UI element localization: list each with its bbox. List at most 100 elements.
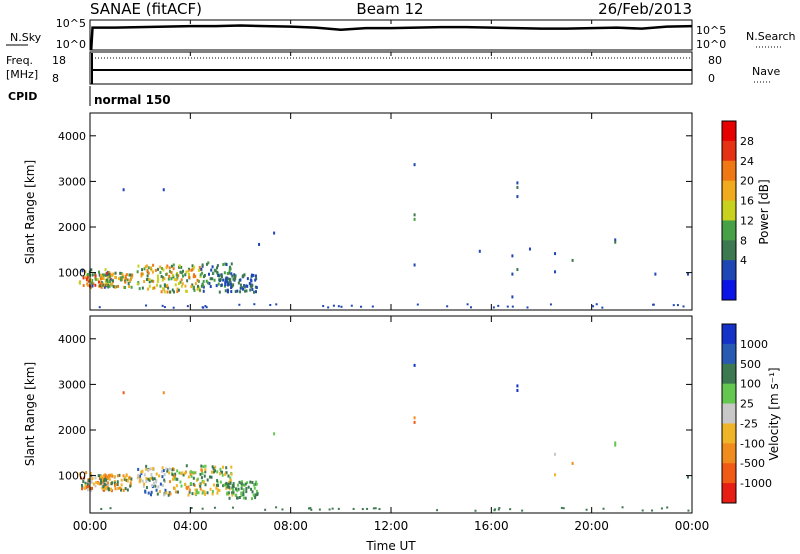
- power-cell: [124, 286, 127, 290]
- power-cell: [258, 242, 261, 246]
- power-cell: [192, 275, 195, 279]
- power-cell: [413, 163, 416, 167]
- power-colorbar-frame: [721, 120, 737, 301]
- power-cell: [129, 273, 132, 277]
- velocity-cell: [309, 507, 312, 510]
- power-cell: [202, 285, 205, 289]
- velocity-cell: [181, 471, 184, 475]
- power-cell: [162, 188, 165, 192]
- velocity-cell: [185, 486, 188, 490]
- velocity-cell: [374, 507, 377, 510]
- velocity-cell: [516, 388, 519, 392]
- power-cell: [273, 231, 276, 235]
- velocity-colorbar-segment: [722, 363, 736, 385]
- velocity-cell: [521, 509, 524, 512]
- velocity-cell: [194, 492, 197, 496]
- velocity-cell: [83, 486, 86, 490]
- velocity-cell: [153, 481, 156, 485]
- velocity-cell: [225, 483, 228, 487]
- power-cell: [96, 278, 99, 282]
- velocity-cell: [116, 480, 119, 484]
- power-cell: [176, 287, 179, 291]
- velocity-cell: [516, 384, 519, 388]
- power-cell: [162, 287, 165, 291]
- power-cell: [106, 275, 109, 279]
- velocity-cell: [83, 476, 86, 480]
- power-cell: [172, 267, 175, 271]
- power-cell: [125, 273, 128, 277]
- power-cell: [97, 280, 100, 284]
- velocity-cell: [165, 491, 168, 495]
- power-cell: [145, 264, 148, 268]
- velocity-cell: [80, 483, 83, 487]
- velocity-cell: [115, 482, 118, 486]
- power-colorbar-tick: 12: [740, 214, 754, 227]
- velocity-cell: [243, 496, 246, 500]
- power-cell: [554, 270, 557, 274]
- velocity-cell: [180, 484, 183, 488]
- velocity-cell: [245, 490, 248, 494]
- velocity-cell: [213, 470, 216, 474]
- power-cell: [168, 269, 171, 273]
- power-colorbar-segment: [722, 160, 736, 182]
- velocity-cell: [228, 485, 231, 489]
- power-cell: [216, 266, 219, 270]
- power-cell: [506, 305, 509, 308]
- velocity-cell: [209, 475, 212, 479]
- velocity-cell: [104, 476, 107, 480]
- x-tick-label: 08:00: [273, 519, 308, 533]
- power-cell: [197, 279, 200, 283]
- power-cell: [156, 280, 159, 284]
- power-cell: [170, 277, 173, 281]
- power-cell: [138, 287, 141, 291]
- velocity-cell: [602, 507, 605, 510]
- power-cell: [234, 276, 237, 280]
- velocity-cell: [585, 508, 588, 511]
- velocity-cell: [105, 481, 108, 485]
- power-cell: [208, 281, 211, 285]
- velocity-cell: [94, 484, 97, 488]
- velocity-cell: [227, 474, 230, 478]
- power-cell: [246, 277, 249, 281]
- velocity-cell: [204, 470, 207, 474]
- power-cell: [413, 263, 416, 267]
- velocity-cell: [174, 475, 177, 479]
- velocity-cell: [140, 470, 143, 474]
- freq-panel-frame: [89, 51, 693, 85]
- velocity-colorbar-tick: -100: [740, 437, 765, 450]
- power-cell: [229, 282, 232, 286]
- power-cell: [175, 273, 178, 277]
- power-cell: [186, 305, 189, 308]
- power-cell: [104, 268, 107, 272]
- velocity-cell: [86, 486, 89, 490]
- power-cell: [212, 271, 215, 275]
- nsky-tick-top: 10^5: [56, 17, 86, 30]
- velocity-cell: [137, 467, 140, 471]
- velocity-cell: [240, 484, 243, 488]
- power-colorbar-tick: 20: [740, 175, 754, 188]
- power-cell: [159, 265, 162, 269]
- velocity-cell: [104, 487, 107, 491]
- power-cell: [148, 280, 151, 284]
- velocity-cell: [142, 484, 145, 488]
- power-cell: [181, 271, 184, 275]
- velocity-cell: [110, 473, 113, 477]
- velocity-cell: [97, 474, 100, 478]
- power-cell: [104, 273, 107, 277]
- power-cell: [99, 273, 102, 277]
- velocity-cell: [361, 508, 364, 511]
- power-cell: [86, 275, 89, 279]
- power-cell: [141, 286, 144, 290]
- time-axis: 00:00 04:00 08:00 12:00 16:00 20:00 00:00: [73, 20, 709, 533]
- velocity-cell: [331, 507, 334, 510]
- velocity-cell: [106, 485, 109, 489]
- velocity-cell: [79, 476, 82, 480]
- power-colorbar-tick: 28: [740, 135, 754, 148]
- velocity-cell: [111, 481, 114, 485]
- velocity-cell: [562, 507, 565, 510]
- velocity-cell: [158, 474, 161, 478]
- freq-unit-label: [MHz]: [6, 68, 38, 81]
- velocity-cell: [161, 483, 164, 487]
- velocity-cell: [211, 492, 214, 496]
